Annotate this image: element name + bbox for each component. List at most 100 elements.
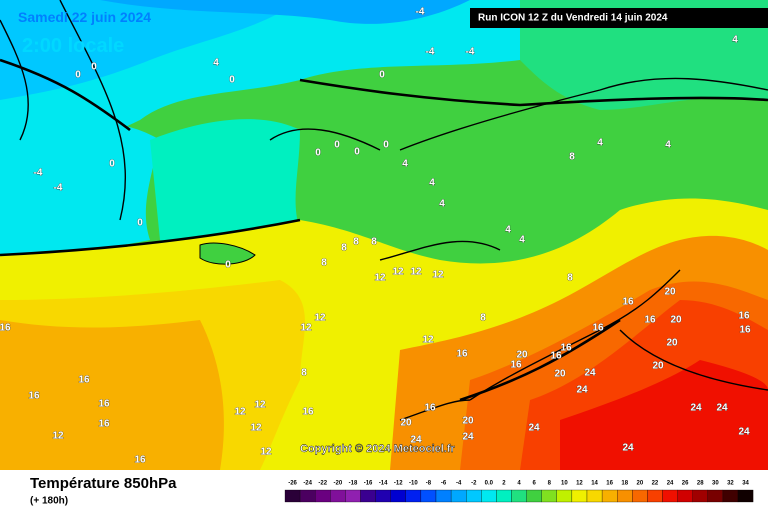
- contour-label: 0: [225, 260, 231, 271]
- legend-label: -18: [349, 481, 358, 487]
- legend-label: -6: [441, 481, 447, 487]
- contour-label: 16: [98, 399, 110, 410]
- legend-swatch: [284, 489, 301, 503]
- contour-label: 0: [315, 148, 321, 159]
- legend-label: 32: [727, 481, 734, 487]
- contour-label: 24: [622, 443, 634, 454]
- forecast-date: Samedi 22 juin 2024: [18, 9, 151, 25]
- contour-label: 16: [622, 297, 634, 308]
- contour-label: 16: [550, 351, 562, 362]
- legend-swatch: [662, 489, 678, 503]
- legend-swatch: [526, 489, 542, 503]
- contour-label: 24: [576, 385, 588, 396]
- contour-label: 24: [690, 403, 702, 414]
- contour-label: 24: [528, 423, 540, 434]
- legend-swatch: [692, 489, 708, 503]
- contour-label: 16: [510, 360, 522, 371]
- legend-swatch: [722, 489, 739, 503]
- contour-label: 16: [98, 419, 110, 430]
- contour-label: 12: [410, 267, 422, 278]
- legend-label: 16: [606, 481, 613, 487]
- contour-label: 24: [462, 432, 474, 443]
- contour-label: 0: [137, 218, 143, 229]
- contour-label: 4: [429, 178, 435, 189]
- legend-label: 0.0: [485, 481, 494, 487]
- contour-label: -4: [416, 7, 425, 18]
- legend-swatch: [647, 489, 663, 503]
- contour-label: 16: [739, 325, 751, 336]
- contour-label: 20: [462, 416, 474, 427]
- forecast-time: 2:00 locale: [22, 35, 124, 57]
- legend-swatch: [617, 489, 633, 503]
- contour-label: 8: [480, 313, 486, 324]
- contour-label: 8: [353, 237, 359, 248]
- legend-swatch: [677, 489, 693, 503]
- legend-swatch: [571, 489, 588, 503]
- contour-label: 12: [432, 270, 444, 281]
- legend-label: 20: [637, 481, 644, 487]
- contour-label: 20: [652, 361, 664, 372]
- legend-label: -14: [379, 481, 388, 487]
- contour-label: 0: [334, 140, 340, 151]
- run-info: Run ICON 12 Z du Vendredi 14 juin 2024: [478, 13, 668, 24]
- legend-swatch: [737, 489, 754, 503]
- legend-swatch: [375, 489, 391, 503]
- legend-swatch: [360, 489, 376, 503]
- contour-label: 16: [28, 391, 40, 402]
- contour-label: 0: [91, 62, 97, 73]
- legend-swatch: [330, 489, 346, 503]
- contour-label: 12: [250, 423, 262, 434]
- legend-label: 28: [697, 481, 704, 487]
- contour-label: 0: [379, 70, 385, 81]
- legend-swatch: [390, 489, 406, 503]
- legend-swatch: [541, 489, 557, 503]
- legend-swatch: [420, 489, 437, 503]
- legend-swatch: [632, 489, 648, 503]
- contour-label: 24: [410, 435, 422, 446]
- contour-label: 4: [402, 159, 408, 170]
- contour-label: 20: [666, 338, 678, 349]
- legend-label: -24: [303, 481, 312, 487]
- legend-label: 4: [517, 481, 521, 487]
- legend-swatch: [315, 489, 331, 503]
- legend-swatch: [586, 489, 603, 503]
- contour-label: 12: [300, 323, 312, 334]
- legend-label: 26: [682, 481, 689, 487]
- legend-label: 22: [652, 481, 659, 487]
- contour-label: 20: [670, 315, 682, 326]
- legend-label: 8: [548, 481, 552, 487]
- legend-swatch: [345, 489, 361, 503]
- contour-label: 8: [569, 152, 575, 163]
- contour-label: 4: [505, 225, 511, 236]
- contour-label: 16: [78, 375, 90, 386]
- legend-label: -2: [471, 481, 477, 487]
- legend-label: 24: [667, 481, 674, 487]
- contour-label: 16: [134, 455, 146, 466]
- contour-label: 4: [439, 199, 445, 210]
- contour-label: 20: [516, 350, 528, 361]
- contour-label: 0: [109, 159, 115, 170]
- legend-swatch: [435, 489, 452, 503]
- contour-label: 4: [732, 35, 738, 46]
- contour-label: 16: [424, 403, 436, 414]
- contour-label: -4: [426, 47, 435, 58]
- legend-swatch: [556, 489, 573, 503]
- contour-label: 12: [52, 431, 64, 442]
- legend-label: -10: [409, 481, 418, 487]
- contour-label: -4: [54, 183, 63, 194]
- legend-label: -20: [334, 481, 343, 487]
- contour-label: 12: [392, 267, 404, 278]
- contour-label: 12: [374, 273, 386, 284]
- contour-label: 12: [260, 447, 272, 458]
- contour-label: 12: [422, 335, 434, 346]
- legend-label: 18: [621, 481, 628, 487]
- contour-label: 24: [738, 427, 750, 438]
- legend-label: 10: [561, 481, 568, 487]
- contour-label: 0: [383, 140, 389, 151]
- legend-swatch: [707, 489, 724, 503]
- legend-label: -8: [426, 481, 432, 487]
- legend-label: 30: [712, 481, 719, 487]
- contour-label: 4: [597, 138, 603, 149]
